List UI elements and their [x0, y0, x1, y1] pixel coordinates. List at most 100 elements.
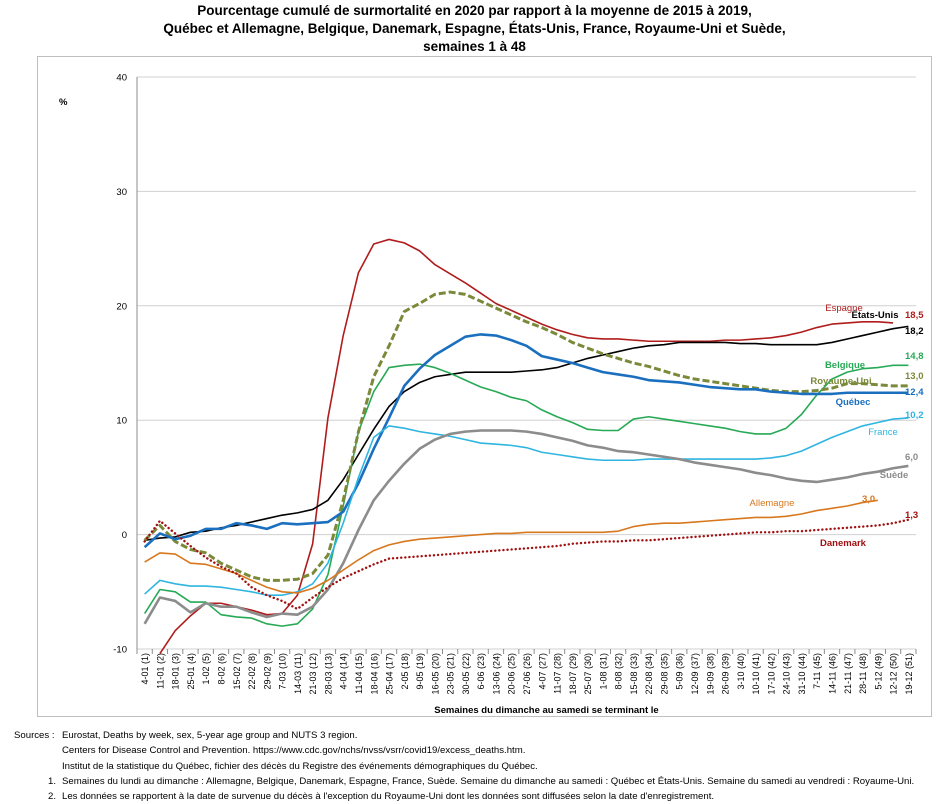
source-row-2: Centers for Disease Control and Preventi…: [14, 743, 914, 758]
x-tick-label: 15-02 (7): [232, 653, 242, 690]
end-value-royaume-uni: 13,0: [905, 371, 924, 382]
end-value-espagne: 18,5: [905, 310, 924, 321]
chart-title: Pourcentage cumulé de surmortalité en 20…: [0, 2, 949, 56]
end-value-quebec: 12,4: [905, 387, 924, 398]
series-label-quebec: Québec: [836, 397, 871, 408]
end-value-danemark: 1,3: [905, 510, 918, 521]
x-axis-label: Semaines du dimanche au samedi se termin…: [434, 705, 658, 716]
x-tick-label: 19-12 (51): [904, 653, 914, 695]
x-tick-label: 7-11 (45): [812, 653, 822, 689]
note-2: Les données se rapportent à la date de s…: [62, 791, 715, 803]
x-tick-label: 11-01 (2): [155, 653, 165, 689]
x-tick-label: 21-11 (47): [843, 653, 853, 694]
x-tick-label: 1-02 (5): [201, 653, 211, 685]
x-tick-label: 11-04 (15): [354, 653, 364, 694]
series-line-etats-unis: [144, 325, 909, 542]
x-tick-label: 4-04 (14): [339, 653, 349, 690]
y-axis-label: %: [59, 97, 68, 108]
end-value-allemagne: 3,0: [862, 494, 875, 505]
x-tick-label: 25-01 (4): [186, 653, 196, 690]
series-line-royaume-uni: [143, 290, 909, 582]
x-tick-label: 3-10 (40): [736, 653, 746, 690]
x-tick-label: 14-11 (46): [827, 653, 837, 694]
x-tick-label: 28-11 (48): [858, 653, 868, 694]
source-1: Eurostat, Deaths by week, sex, 5-year ag…: [62, 730, 358, 741]
series-label-suede: Suède: [880, 470, 909, 481]
series-line-quebec: [143, 333, 909, 549]
x-tick-label: 27-06 (26): [522, 653, 532, 695]
end-value-belgique: 14,8: [905, 351, 924, 362]
y-tick-label: 10: [116, 416, 127, 427]
series-label-belgique: Belgique: [825, 360, 865, 371]
x-tick-label: 6-06 (23): [476, 653, 486, 690]
x-tick-label: 17-10 (42): [766, 653, 776, 695]
sources-label: Sources :: [14, 730, 55, 741]
source-row-1: Sources : Eurostat, Deaths by week, sex,…: [14, 728, 914, 743]
x-tick-label: 11-07 (28): [553, 653, 563, 694]
x-tick-label: 25-04 (17): [385, 653, 395, 695]
series-line-allemagne: [144, 499, 878, 594]
x-tick-label: 2-05 (18): [400, 653, 410, 690]
note-1: Semaines du lundi au dimanche : Allemagn…: [62, 775, 915, 787]
x-tick-label: 22-08 (34): [644, 653, 654, 695]
x-tick-label: 13-06 (24): [491, 653, 501, 695]
x-tick-label: 15-08 (33): [629, 653, 639, 695]
chart-title-line-2: Québec et Allemagne, Belgique, Danemark,…: [163, 21, 786, 36]
y-tick-label: 40: [116, 73, 127, 84]
x-tick-label: 14-03 (11): [293, 653, 303, 694]
line-chart: -10 0 10 20 30 40% 4-01 (1) 11-01 (2) 18-01 (3) 2…: [37, 56, 932, 717]
x-tick-label: 7-03 (10): [278, 653, 288, 690]
x-tick-label: 12-09 (37): [690, 653, 700, 695]
x-tick-label: 18-01 (3): [171, 653, 181, 690]
source-2: Centers for Disease Control and Preventi…: [62, 745, 526, 757]
end-value-france: 10,2: [905, 410, 924, 421]
x-tick-label: 24-10 (43): [782, 653, 792, 695]
source-3: Institut de la statistique du Québec, fi…: [62, 760, 538, 772]
series-label-royaume-uni: Royaume-Uni: [810, 376, 871, 387]
x-tick-label: 22-02 (8): [247, 653, 257, 690]
x-tick-label: 8-02 (6): [217, 653, 227, 685]
x-tick-label: 29-02 (9): [262, 653, 272, 690]
x-tick-label: 31-10 (44): [797, 653, 807, 695]
series-label-allemagne: Allemagne: [750, 498, 795, 509]
x-tick-label: 16-05 (20): [430, 653, 440, 695]
end-value-etats-unis: 18,2: [905, 326, 924, 337]
chart-title-line-1: Pourcentage cumulé de surmortalité en 20…: [197, 3, 752, 18]
x-tick-label: 29-08 (35): [659, 653, 669, 695]
series-line-espagne: [159, 238, 894, 655]
x-tick-label: 5-09 (36): [675, 653, 685, 690]
series-label-france: France: [868, 427, 898, 438]
chart-title-line-3: semaines 1 à 48: [423, 39, 526, 54]
series-label-etats-unis: États-Unis: [852, 310, 899, 321]
x-tick-label: 26-09 (39): [721, 653, 731, 695]
x-tick-label: 21-03 (12): [308, 653, 318, 695]
y-tick-label: 0: [122, 530, 127, 541]
x-tick-label: 4-01 (1): [140, 653, 150, 685]
y-tick-label: 30: [116, 187, 127, 198]
x-tick-label: 20-06 (25): [507, 653, 517, 695]
chart-area-frame: [37, 56, 932, 717]
x-tick-label: 10-10 (41): [751, 653, 761, 695]
note-number-2: 2.: [48, 791, 57, 803]
x-tick-label: 4-07 (27): [537, 653, 547, 690]
series-label-espagne: Espagne: [825, 303, 863, 314]
x-tick-label: 25-07 (30): [583, 653, 593, 695]
y-tick-label: -10: [113, 645, 127, 656]
x-tick-label: 8-08 (32): [614, 653, 624, 690]
end-value-suede: 6,0: [905, 452, 918, 463]
series-line-france: [144, 417, 909, 597]
x-tick-label: 19-09 (38): [705, 653, 715, 695]
x-tick-label: 9-05 (19): [415, 653, 425, 690]
series-line-suede: [143, 429, 909, 625]
x-tick-label: 1-08 (31): [598, 653, 608, 690]
x-tick-label: 12-12 (50): [889, 653, 899, 695]
note-row-1: 1. Semaines du lundi au dimanche : Allem…: [14, 774, 914, 789]
series-line-belgique: [143, 363, 909, 627]
note-row-2: 2. Les données se rapportent à la date d…: [14, 789, 914, 804]
note-number-1: 1.: [48, 775, 57, 787]
x-tick-label: 30-05 (22): [461, 653, 471, 695]
x-tick-label: 5-12 (49): [873, 653, 883, 690]
x-tick-label: 23-05 (21): [446, 653, 456, 695]
x-tick-label: 18-07 (29): [568, 653, 578, 695]
x-tick-label: 18-04 (16): [369, 653, 379, 695]
